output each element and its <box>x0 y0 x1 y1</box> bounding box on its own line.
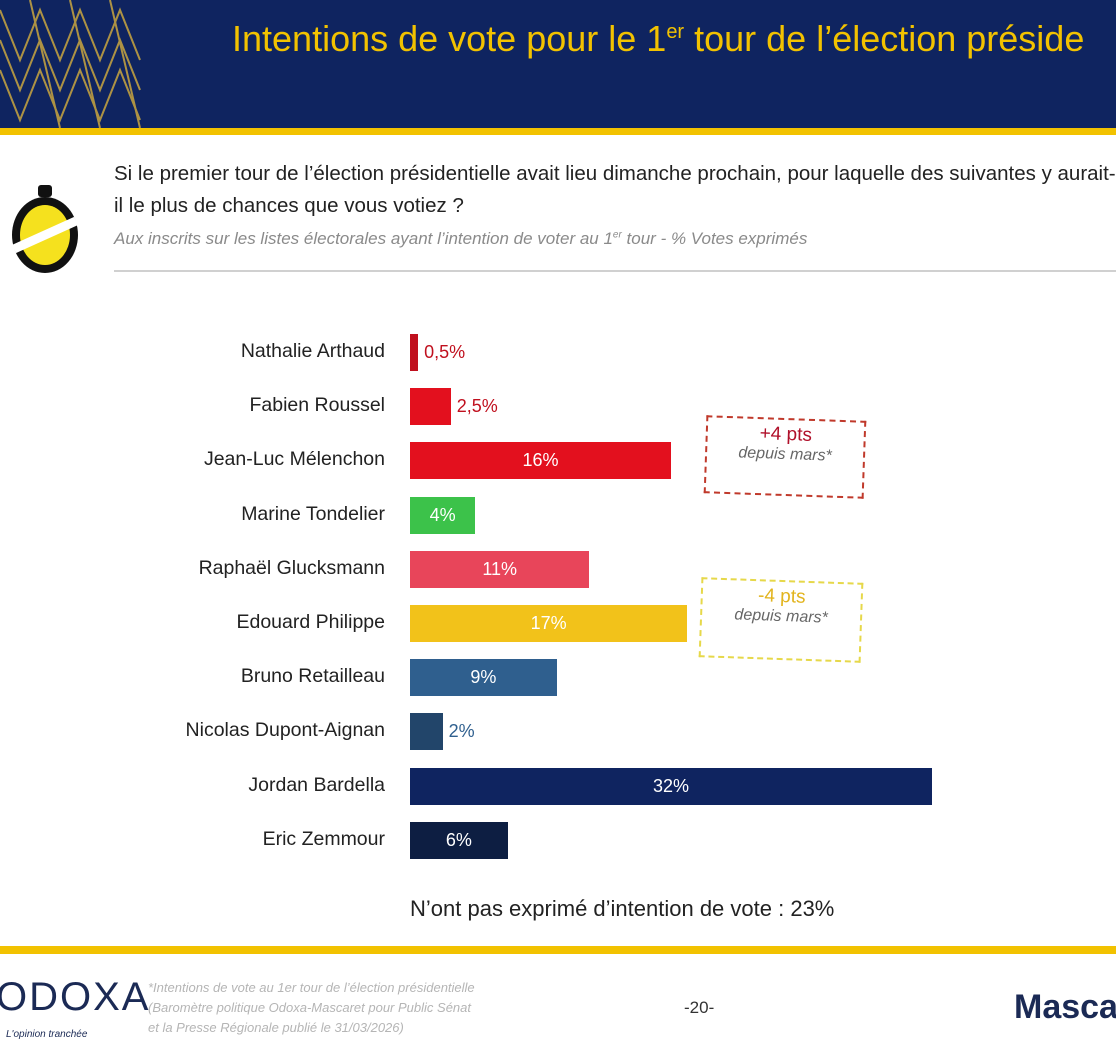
header-band: Intentions de vote pour le 1er tour de l… <box>0 0 1116 128</box>
footer-divider <box>0 946 1116 954</box>
repost-count: 4 <box>1020 862 1036 892</box>
bar-value-label: 4% <box>429 504 456 525</box>
repost-icon <box>1003 753 1055 827</box>
candidate-label: Nathalie Arthaud <box>240 340 385 362</box>
divider <box>114 270 1116 272</box>
comment-count: 5 <box>1018 664 1034 694</box>
candidate-label: Jordan Bardella <box>248 773 385 796</box>
odoxa-logo: ODOXA <box>0 975 151 1019</box>
like-button[interactable] <box>988 360 1068 432</box>
source-line-1: *Intentions de vote au 1er tour de l’éle… <box>148 980 475 995</box>
source-note: *Intentions de vote au 1er tour de l’éle… <box>148 978 475 1038</box>
heart-icon <box>988 360 1068 430</box>
source-line-2: (Baromètre politique Odoxa-Mascaret pour… <box>148 1000 471 1015</box>
annotation-philippe: -4 pts depuis mars* <box>698 577 864 663</box>
candidate-label: Nicolas Dupont-Aignan <box>185 719 385 742</box>
like-count: 61 <box>1011 464 1041 494</box>
bar-value-label: 2,5% <box>456 396 498 417</box>
candidate-label: Fabien Roussel <box>249 394 386 417</box>
source-line-3: et la Presse Régionale publié le 31/03/2… <box>148 1020 404 1035</box>
bar <box>410 821 508 859</box>
bar-value-label: 32% <box>652 775 690 796</box>
comment-button[interactable] <box>992 562 1062 632</box>
no-vote-note: N’ont pas exprimé d’intention de vote : … <box>410 896 835 921</box>
header-divider <box>0 128 1116 135</box>
candidate-label: Jean-Luc Mélenchon <box>203 448 385 471</box>
candidate-label: Bruno Retailleau <box>240 665 385 688</box>
page-title: Intentions de vote pour le 1er tour de l… <box>232 18 1085 59</box>
bar <box>410 550 590 588</box>
candidate-label: Marine Tondelier <box>241 502 385 525</box>
bar <box>410 605 688 642</box>
candidate-label: Eric Zemmour <box>262 827 385 850</box>
page-number: -20- <box>684 998 715 1017</box>
bar <box>410 388 451 426</box>
candidate-label: Edouard Philippe <box>236 611 385 633</box>
candidate-label: Raphaël Glucksmann <box>198 556 385 579</box>
odoxa-lemon-icon <box>12 185 78 273</box>
comment-icon <box>994 563 1061 630</box>
repost-button[interactable] <box>996 750 1062 830</box>
bar <box>410 659 557 697</box>
bar-value-label: 2% <box>448 721 475 742</box>
decorative-pattern-icon <box>0 0 141 128</box>
question-subtitle: Aux inscrits sur les listes électorales … <box>114 229 808 248</box>
question-text: Si le premier tour de l’élection préside… <box>114 162 1116 217</box>
bar <box>410 767 932 805</box>
bar <box>410 334 419 371</box>
bar-value-label: 0,5% <box>424 342 466 362</box>
share-button[interactable] <box>996 956 1060 1000</box>
odoxa-tagline: L'opinion tranchée <box>6 1029 88 1040</box>
bar-value-label: 6% <box>445 829 472 850</box>
annotation-melenchon: +4 pts depuis mars* <box>703 415 867 499</box>
bar <box>410 496 476 534</box>
send-icon <box>996 957 1060 1000</box>
bar <box>410 442 671 480</box>
bar-value-label: 16% <box>522 450 559 471</box>
bar-value-label: 9% <box>470 667 497 688</box>
bar-value-label: 17% <box>530 613 567 633</box>
bar <box>410 713 443 751</box>
vote-intention-chart: Nathalie Arthaud 0,5% Fabien Roussel 2,5% Je… <box>0 320 960 880</box>
bar-value-label: 11% <box>482 558 518 579</box>
